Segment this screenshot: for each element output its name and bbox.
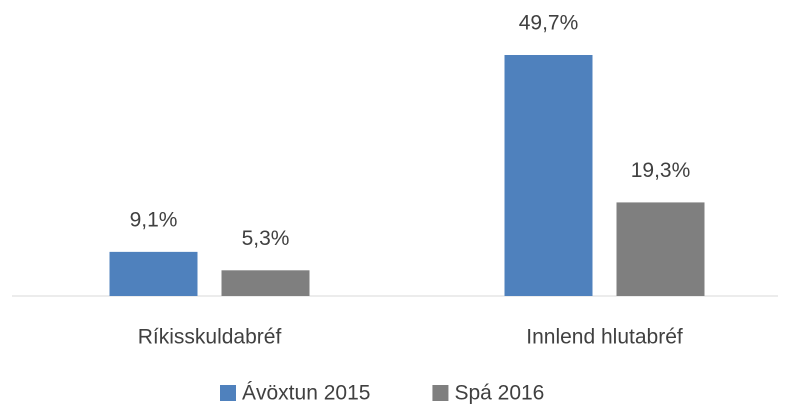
bar	[616, 202, 705, 296]
data-label: 19,3%	[631, 159, 691, 182]
data-label: 5,3%	[242, 227, 290, 250]
data-label: 49,7%	[519, 12, 579, 35]
legend-swatch	[220, 385, 236, 401]
x-tick-label: Ríkisskuldabréf	[138, 326, 282, 349]
bar	[221, 270, 310, 296]
data-label: 9,1%	[130, 208, 178, 231]
legend-swatch	[432, 385, 449, 401]
bar	[504, 55, 593, 296]
legend-label: Ávöxtun 2015	[242, 382, 370, 405]
bar	[109, 251, 198, 296]
x-tick-label: Innlend hlutabréf	[526, 326, 683, 349]
legend-label: Spá 2016	[454, 382, 544, 405]
